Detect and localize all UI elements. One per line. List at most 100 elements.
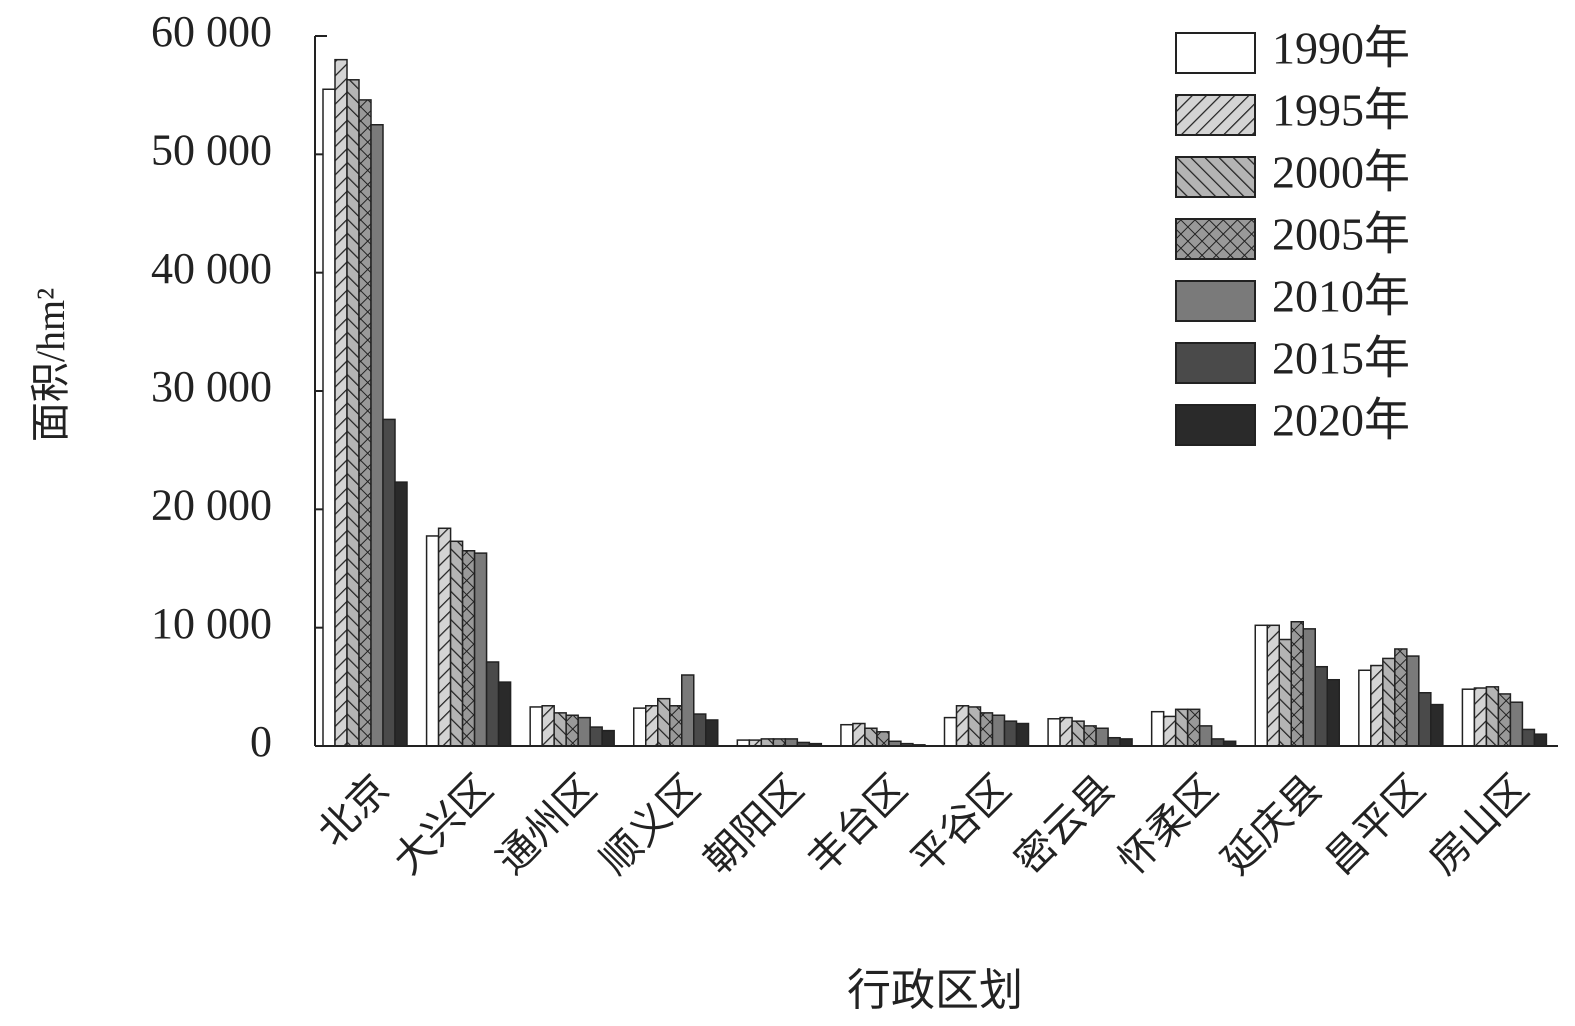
x-tick-label: 顺义区 <box>592 766 709 883</box>
legend-swatch <box>1175 156 1256 198</box>
bar <box>473 552 488 747</box>
bar <box>1418 692 1432 747</box>
bar <box>1406 655 1420 747</box>
bar <box>1461 688 1476 747</box>
x-axis-label: 行政区划 <box>847 966 1023 1015</box>
bar <box>485 661 500 747</box>
bar <box>346 79 360 747</box>
bar <box>784 738 799 747</box>
y-tick-label: 20 000 <box>151 480 272 529</box>
bar <box>1485 686 1500 747</box>
bar <box>1150 710 1165 747</box>
x-tick-label: 密云县 <box>1006 766 1123 883</box>
y-tick-label: 40 000 <box>151 244 272 293</box>
legend-label: 2010年 <box>1272 271 1410 322</box>
bar <box>693 713 707 747</box>
bar <box>601 729 615 747</box>
bar <box>1059 716 1073 747</box>
bar <box>449 540 464 747</box>
bar <box>358 99 372 747</box>
legend-swatch <box>1175 218 1256 260</box>
bar <box>1095 727 1109 747</box>
bar <box>705 719 719 747</box>
bar <box>1358 669 1372 747</box>
bar <box>657 697 671 747</box>
bar <box>979 712 994 747</box>
bar <box>1290 621 1304 747</box>
bar <box>1107 736 1121 747</box>
y-tick-label: 60 000 <box>151 7 272 56</box>
x-tick-label: 朝阳区 <box>695 766 812 883</box>
bar <box>1174 708 1189 747</box>
bar <box>852 722 866 747</box>
legend-swatch <box>1175 342 1256 384</box>
x-tick-label: 丰台区 <box>799 766 916 883</box>
legend-label: 2005年 <box>1272 209 1410 260</box>
bar <box>1533 733 1548 747</box>
bar <box>529 706 543 747</box>
legend-swatch <box>1175 32 1256 74</box>
x-tick-label: 昌平区 <box>1317 766 1434 883</box>
bar <box>1497 693 1512 747</box>
legend-label: 2015年 <box>1272 333 1410 384</box>
y-tick-label: 0 <box>250 717 272 766</box>
bar <box>425 535 440 747</box>
bar <box>1382 657 1396 747</box>
x-tick-label: 通州区 <box>488 766 605 883</box>
bar <box>1370 664 1384 747</box>
y-tick-label: 50 000 <box>151 125 272 174</box>
bar <box>1047 718 1061 747</box>
x-tick-label: 平谷区 <box>902 766 1019 883</box>
bar <box>461 550 476 747</box>
bar <box>681 674 695 747</box>
legend-swatch <box>1175 280 1256 322</box>
bar <box>394 481 408 747</box>
bar <box>967 706 982 747</box>
bar <box>497 681 512 747</box>
y-axis-label: 面积/hm² <box>28 288 73 442</box>
bar <box>1083 725 1097 747</box>
bar <box>437 527 452 747</box>
bar <box>1210 738 1225 747</box>
bar <box>1302 628 1316 747</box>
bar <box>1071 720 1085 747</box>
x-tick-label: 怀柔区 <box>1110 766 1227 883</box>
bar <box>840 723 854 747</box>
bar <box>1326 678 1340 747</box>
x-tick-label: 大兴区 <box>385 766 502 883</box>
x-tick-label: 延庆县 <box>1213 766 1330 883</box>
bar <box>1509 701 1524 747</box>
bar <box>370 124 384 747</box>
bar <box>334 58 348 747</box>
bar <box>645 705 659 747</box>
bar <box>541 705 555 747</box>
bar <box>1266 624 1280 747</box>
bar <box>955 705 970 747</box>
x-tick-label: 北京 <box>309 766 397 854</box>
bar <box>943 716 958 747</box>
bar <box>669 705 683 747</box>
bar <box>991 714 1006 747</box>
y-tick-label: 30 000 <box>151 362 272 411</box>
bar <box>322 88 336 747</box>
bar <box>1254 624 1268 747</box>
bar <box>1473 687 1488 747</box>
bar <box>772 738 787 747</box>
bar <box>1003 720 1018 747</box>
bar <box>1198 725 1213 747</box>
bar <box>1162 715 1177 747</box>
x-tick-label: 房山区 <box>1420 766 1537 883</box>
bar <box>1119 738 1133 747</box>
bar <box>1015 722 1030 747</box>
bar <box>589 726 603 747</box>
bar <box>1278 638 1292 747</box>
legend-swatch <box>1175 94 1256 136</box>
y-tick-label: 10 000 <box>151 599 272 648</box>
bar <box>553 712 567 747</box>
legend-label: 2000年 <box>1272 147 1410 198</box>
legend-label: 1990年 <box>1272 23 1410 74</box>
bar <box>577 716 591 747</box>
legend-label: 1995年 <box>1272 85 1410 136</box>
bar <box>1314 665 1328 747</box>
